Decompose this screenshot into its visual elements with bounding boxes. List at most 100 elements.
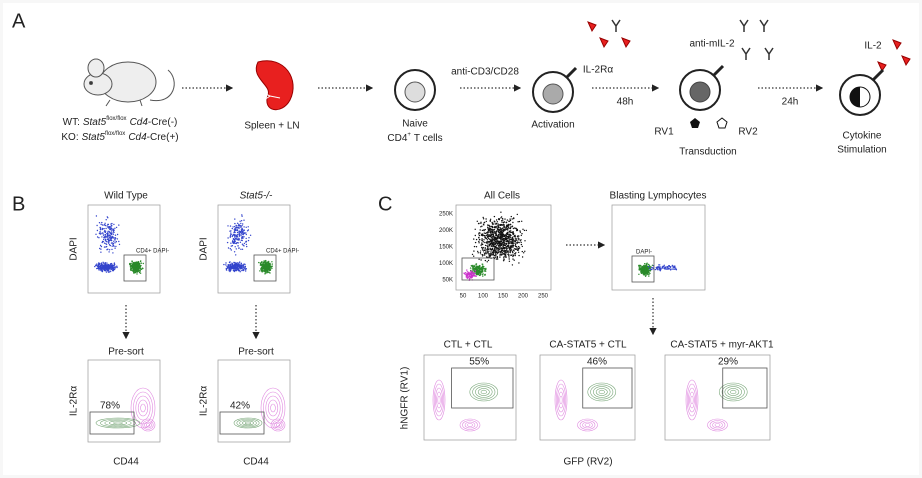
event-dot (245, 241, 248, 243)
event-dot (496, 243, 499, 245)
event-dot (508, 256, 510, 258)
event-dot (481, 225, 483, 227)
event-dot (492, 235, 494, 237)
event-dot (465, 274, 467, 276)
event-dot (473, 255, 475, 257)
event-dot (475, 266, 478, 269)
percent: 29% (718, 357, 738, 368)
event-dot (663, 264, 665, 266)
event-dot (110, 230, 113, 232)
event-dot (500, 211, 502, 213)
event-dot (238, 223, 240, 225)
event-dot (642, 270, 645, 272)
nucleus (542, 83, 564, 105)
event-dot (514, 243, 517, 246)
event-dot (515, 246, 518, 248)
event-dot (139, 272, 142, 274)
event-dot (659, 266, 661, 269)
event-dot (501, 235, 504, 238)
event-dot (238, 239, 240, 241)
event-dot (238, 226, 240, 228)
event-dot (644, 275, 647, 277)
contour (593, 386, 611, 398)
event-dot (239, 271, 241, 273)
event-dot (235, 234, 237, 237)
event-dot (116, 265, 118, 267)
event-dot (240, 262, 242, 265)
event-dot (502, 227, 504, 229)
event-dot (265, 261, 267, 263)
event-dot (505, 221, 508, 223)
event-dot (502, 243, 505, 246)
event-dot (489, 218, 492, 220)
event-dot (505, 256, 507, 258)
event-dot (230, 234, 232, 236)
event-dot (474, 241, 477, 244)
x-axis-label: CD44 (113, 457, 139, 468)
event-dot (497, 251, 499, 253)
event-dot (499, 254, 501, 256)
event-dot (94, 265, 96, 268)
event-dot (511, 218, 513, 220)
event-dot (108, 226, 111, 228)
contour (467, 423, 473, 427)
event-dot (508, 239, 510, 241)
event-dot (481, 240, 483, 242)
event-dot (108, 251, 110, 253)
event-dot (245, 232, 247, 234)
event-dot (263, 266, 265, 268)
event-dot (109, 228, 112, 230)
contour (595, 388, 608, 396)
event-dot (482, 266, 484, 268)
event-dot (112, 242, 115, 245)
event-dot (484, 247, 486, 249)
event-dot (478, 242, 480, 244)
event-dot (241, 224, 243, 227)
event-dot (511, 237, 513, 239)
event-dot (649, 272, 651, 275)
event-dot (507, 247, 510, 249)
gate-label: Lymph gate (480, 251, 512, 257)
event-dot (105, 264, 108, 266)
event-dot (504, 218, 506, 220)
event-dot (638, 273, 640, 275)
event-dot (263, 261, 265, 264)
event-dot (241, 228, 244, 231)
event-dot (108, 234, 111, 236)
contour (724, 386, 742, 398)
event-dot (484, 241, 486, 244)
event-dot (470, 273, 473, 276)
event-dot (112, 267, 115, 270)
event-dot (478, 268, 481, 270)
event-dot (99, 244, 102, 247)
event-dot (498, 218, 500, 220)
event-dot (109, 235, 112, 237)
contour (730, 389, 737, 395)
event-dot (499, 227, 501, 229)
event-dot (98, 268, 100, 270)
event-dot (261, 263, 263, 266)
event-dot (512, 221, 514, 224)
event-dot (478, 236, 480, 239)
event-dot (494, 243, 496, 245)
event-dot (239, 220, 241, 222)
event-dot (229, 266, 231, 268)
event-dot (110, 233, 113, 236)
contour (480, 389, 487, 395)
event-dot (482, 241, 484, 243)
event-dot (478, 232, 480, 234)
event-dot (642, 266, 645, 268)
event-dot (241, 243, 244, 245)
event-dot (235, 270, 237, 272)
event-dot (108, 227, 110, 230)
event-dot (115, 237, 117, 239)
event-dot (513, 217, 515, 219)
event-dot (105, 271, 108, 273)
flow-plot (217, 359, 291, 443)
event-dot (114, 238, 116, 240)
event-dot (236, 239, 238, 241)
event-dot (243, 242, 246, 245)
event-dot (229, 269, 232, 272)
event-dot (504, 251, 507, 253)
event-dot (101, 270, 104, 272)
